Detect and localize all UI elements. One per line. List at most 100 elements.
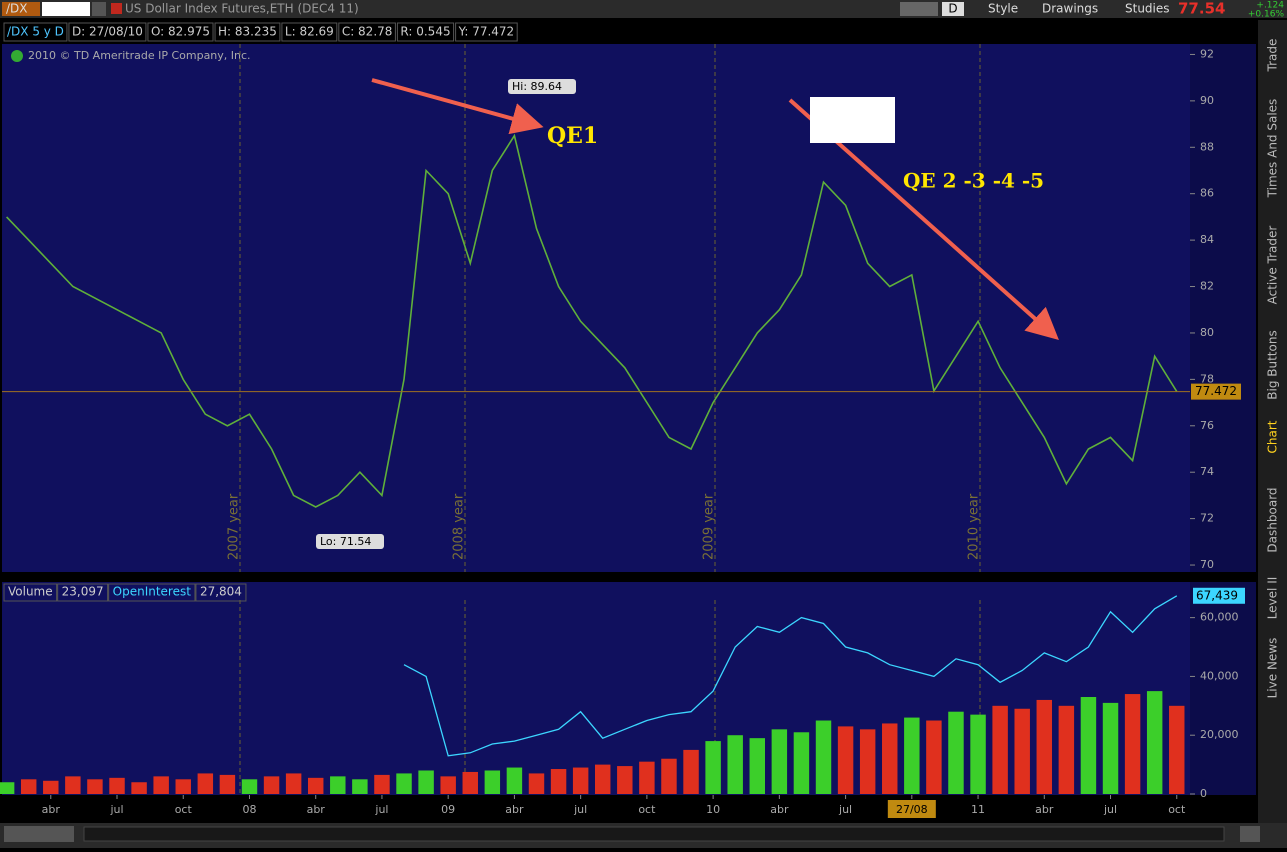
side-panel	[1258, 20, 1287, 823]
style-button[interactable]: Style	[988, 2, 1018, 16]
info-cell	[455, 22, 518, 42]
year-label: 2007 year	[227, 493, 242, 560]
volume-bar	[1036, 699, 1053, 794]
info-field: C: 82.78	[342, 25, 393, 39]
volume-bar	[617, 766, 633, 794]
volume-bar	[153, 776, 169, 794]
side-tab[interactable]: Level II	[1266, 577, 1280, 620]
volume-bar	[263, 776, 280, 794]
volume-bar	[307, 777, 324, 794]
x-tick-label: jul	[838, 803, 852, 816]
info-cell	[147, 22, 214, 42]
studies-button[interactable]: Studies	[1125, 2, 1170, 16]
side-tab[interactable]: Live News	[1266, 638, 1280, 699]
volume-bar	[639, 761, 655, 794]
volume-header-cell	[195, 583, 247, 602]
volume-bar	[396, 773, 412, 794]
price-axis-bg	[1190, 44, 1256, 572]
volume-bar	[1014, 708, 1030, 794]
zoom-tools[interactable]	[4, 826, 74, 842]
description: US Dollar Index Futures,ETH (DEC4 11)	[125, 2, 359, 16]
volume-bar	[970, 714, 986, 794]
fav-icon[interactable]	[111, 3, 122, 14]
x-tick-label: abr	[307, 803, 326, 816]
volume-bar	[0, 782, 15, 794]
volume-header-cell	[108, 583, 196, 602]
symbol-dropdown[interactable]	[92, 2, 106, 16]
volume-bar	[285, 773, 302, 794]
volume-header: OpenInterest	[113, 585, 192, 599]
info-icon[interactable]	[11, 50, 23, 62]
tool-icons[interactable]	[900, 2, 938, 16]
toolbar	[0, 0, 1287, 18]
y-tick-label: 78	[1200, 372, 1214, 385]
info-field: L: 82.69	[285, 25, 334, 39]
oi-last-label: 67,439	[1196, 588, 1238, 602]
side-tabs: Trade Times And Sales Active Trader Big But…	[1266, 39, 1280, 699]
volume-bar	[882, 723, 898, 794]
volume-bar	[374, 774, 390, 794]
volume-bar	[131, 782, 147, 794]
side-tab[interactable]: Dashboard	[1266, 487, 1280, 552]
volume-bar	[683, 749, 699, 794]
volume-header: 27,804	[200, 585, 242, 599]
volume-bar	[837, 726, 854, 794]
x-tick-label: abr	[42, 803, 61, 816]
side-tab[interactable]: Big Buttons	[1266, 330, 1280, 399]
x-axis-bg	[0, 797, 1257, 823]
y-tick-label: 90	[1200, 94, 1214, 107]
volume-bar	[462, 771, 478, 794]
y-tick-label: 80	[1200, 326, 1214, 339]
volume-bar	[1058, 705, 1075, 794]
y-tick-label: 76	[1200, 419, 1214, 432]
info-field: D: 27/08/10	[72, 25, 143, 39]
x-tick-label: 10	[706, 803, 720, 816]
y-tick-label: 92	[1200, 47, 1214, 60]
volume-plot	[2, 582, 1190, 795]
volume-bar	[241, 779, 258, 794]
scrollbar[interactable]	[83, 826, 1225, 842]
y-tick-label: 84	[1200, 233, 1214, 246]
volume-bar	[926, 720, 942, 794]
volume-bar	[727, 735, 743, 794]
y-tick-label: 74	[1200, 465, 1214, 478]
volume-header-cell	[57, 583, 109, 602]
volume-header-cell	[3, 583, 58, 602]
aggregation-box[interactable]	[942, 2, 964, 16]
volume-bar	[43, 780, 59, 794]
change-pct: +0.16%	[1248, 10, 1285, 20]
volume-bar	[550, 769, 567, 794]
symbol[interactable]: /DX	[6, 2, 28, 16]
settings-button[interactable]	[1240, 826, 1260, 842]
last-price-box	[1191, 383, 1241, 400]
symbol-box[interactable]	[2, 2, 40, 16]
volume-bar	[418, 770, 434, 794]
x-tick-label: jul	[374, 803, 388, 816]
volume-bar	[1080, 697, 1097, 794]
volume-bar	[506, 767, 523, 794]
y-tick-label: 86	[1200, 187, 1214, 200]
side-tab[interactable]: Active Trader	[1266, 226, 1280, 305]
volume-bar	[87, 779, 103, 794]
drawings-button[interactable]: Drawings	[1042, 2, 1098, 16]
side-tab[interactable]: Chart	[1266, 420, 1280, 453]
volume-bar	[20, 779, 37, 794]
hi-box	[508, 79, 576, 94]
year-label: 2009 year	[702, 493, 717, 560]
symbol-input[interactable]	[42, 2, 90, 16]
x-tick-label: oct	[638, 803, 656, 816]
cursor-date-box	[887, 800, 936, 818]
volume-bar	[330, 776, 346, 794]
y-tick-label: 82	[1200, 280, 1214, 293]
volume-bar	[661, 758, 677, 794]
aggregation[interactable]: D	[948, 2, 957, 16]
x-tick-label: 27/08	[896, 803, 928, 816]
y-tick-label: 60,000	[1200, 611, 1239, 624]
info-cell	[338, 22, 396, 42]
side-tab[interactable]: Times And Sales	[1266, 99, 1280, 199]
qe1-label: QE1	[547, 123, 598, 149]
side-tab[interactable]: Trade	[1266, 39, 1280, 73]
volume-bar	[65, 776, 81, 794]
